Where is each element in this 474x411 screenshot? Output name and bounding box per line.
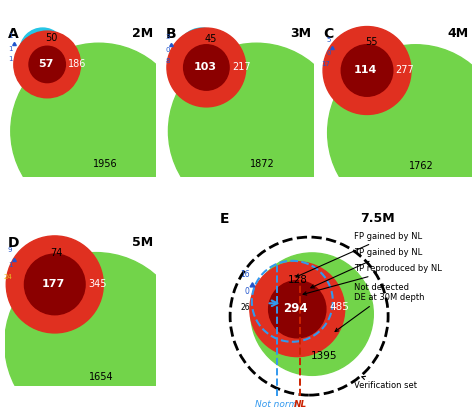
Circle shape <box>183 45 229 90</box>
Circle shape <box>20 28 65 74</box>
Text: 45: 45 <box>205 34 217 44</box>
Text: 2M: 2M <box>132 27 153 39</box>
Text: 114: 114 <box>354 65 377 76</box>
Text: 1762: 1762 <box>409 161 434 171</box>
Circle shape <box>260 266 321 327</box>
Text: TP gained by NL: TP gained by NL <box>311 248 422 288</box>
Text: 0: 0 <box>165 47 170 53</box>
Text: 16: 16 <box>240 270 250 279</box>
Text: 294: 294 <box>283 302 308 315</box>
Text: 9: 9 <box>8 247 12 253</box>
Text: 1: 1 <box>8 46 12 51</box>
Text: 24: 24 <box>4 274 12 280</box>
Text: 485: 485 <box>330 302 350 312</box>
Circle shape <box>5 253 187 411</box>
Circle shape <box>168 43 344 219</box>
Text: C: C <box>323 27 333 41</box>
Circle shape <box>265 284 305 324</box>
Text: 186: 186 <box>68 60 87 69</box>
Text: D: D <box>8 236 19 250</box>
Text: 1956: 1956 <box>92 159 117 169</box>
Text: 277: 277 <box>396 65 414 76</box>
Circle shape <box>23 260 63 300</box>
Text: 4M: 4M <box>447 27 469 39</box>
Text: 1872: 1872 <box>250 159 275 169</box>
Circle shape <box>323 27 411 114</box>
Text: 103: 103 <box>193 62 216 72</box>
Circle shape <box>341 45 393 96</box>
Text: A: A <box>8 27 18 41</box>
Text: 8: 8 <box>165 58 170 64</box>
Text: E: E <box>220 212 230 226</box>
Text: 1654: 1654 <box>90 372 114 382</box>
Text: 74: 74 <box>50 248 63 258</box>
Text: 3: 3 <box>165 34 170 39</box>
Text: B: B <box>165 27 176 41</box>
Circle shape <box>178 28 226 76</box>
Circle shape <box>250 262 345 357</box>
Text: 5: 5 <box>326 37 331 43</box>
Text: 0: 0 <box>245 287 250 296</box>
Text: 26: 26 <box>240 302 250 312</box>
Text: 17: 17 <box>322 61 331 67</box>
Text: FP gained by NL: FP gained by NL <box>296 232 422 277</box>
Text: 5M: 5M <box>132 236 153 249</box>
Circle shape <box>328 45 474 221</box>
Text: NL: NL <box>293 399 307 409</box>
Text: 128: 128 <box>288 275 308 284</box>
Circle shape <box>20 240 74 295</box>
Text: 1: 1 <box>8 33 12 39</box>
Text: 217: 217 <box>232 62 251 72</box>
Text: Not norm: Not norm <box>255 399 298 409</box>
Text: 345: 345 <box>88 279 107 289</box>
Text: TP reproduced by NL: TP reproduced by NL <box>303 264 441 295</box>
Circle shape <box>29 46 65 83</box>
Text: 50: 50 <box>46 33 58 43</box>
Text: Verification set: Verification set <box>354 376 417 390</box>
Circle shape <box>14 31 81 98</box>
Circle shape <box>11 43 187 219</box>
Circle shape <box>6 236 103 333</box>
Circle shape <box>338 31 387 80</box>
Text: 57: 57 <box>38 60 54 69</box>
Text: 7.5M: 7.5M <box>360 212 395 225</box>
Circle shape <box>251 253 374 375</box>
Text: 1: 1 <box>8 56 12 62</box>
Text: 0: 0 <box>326 50 331 56</box>
Circle shape <box>167 28 246 107</box>
Circle shape <box>25 254 85 315</box>
Text: 1395: 1395 <box>310 351 337 360</box>
Text: 3M: 3M <box>290 27 311 39</box>
Text: 55: 55 <box>365 37 378 47</box>
Circle shape <box>269 281 326 338</box>
Text: 177: 177 <box>42 279 65 289</box>
Text: Not detected
DE at 30M depth: Not detected DE at 30M depth <box>335 283 424 332</box>
Text: 1: 1 <box>8 262 12 268</box>
